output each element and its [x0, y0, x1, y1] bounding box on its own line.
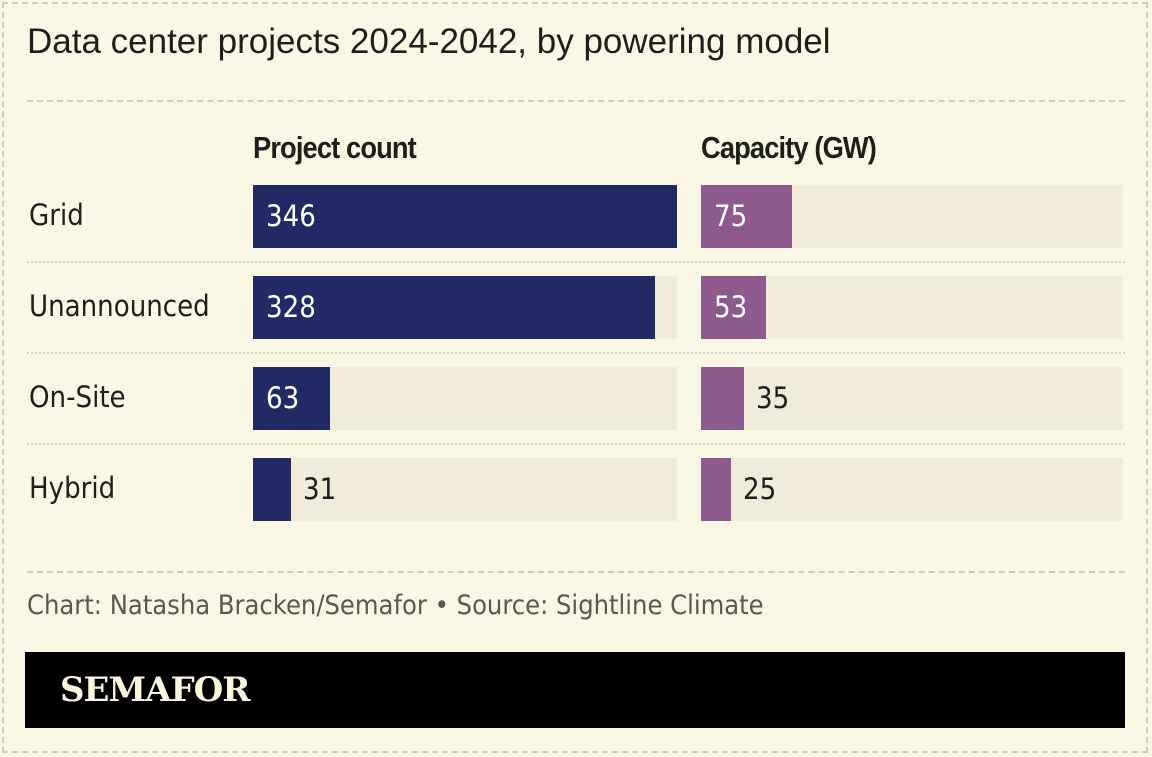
data-label: 63	[266, 381, 300, 415]
bar-track: 31	[253, 458, 677, 521]
data-label: 346	[266, 199, 316, 233]
bar-project-count	[253, 185, 677, 248]
row-separator	[27, 261, 1125, 263]
bar-track: 346	[253, 185, 677, 248]
column-header-project-count: Project count	[253, 130, 417, 165]
data-label: 25	[743, 472, 777, 506]
bar-track: 63	[253, 367, 677, 430]
semafor-logo: SEMAFOR	[60, 670, 250, 710]
bar-project-count	[253, 367, 331, 430]
data-label: 53	[714, 290, 748, 324]
bar-capacity	[701, 367, 744, 430]
category-label: On-Site	[29, 380, 126, 414]
divider	[27, 571, 1125, 573]
category-label: Grid	[29, 198, 84, 232]
divider	[27, 100, 1125, 102]
footer-bar: SEMAFOR	[25, 652, 1125, 728]
data-label: 31	[302, 472, 337, 506]
chart-title: Data center projects 2024-2042, by power…	[27, 22, 831, 61]
data-label: 75	[714, 199, 748, 233]
bar-project-count	[253, 276, 655, 339]
chart-credit: Chart: Natasha Bracken/Semafor • Source:…	[27, 590, 764, 621]
data-label: 35	[755, 381, 789, 415]
category-label: Unannounced	[29, 289, 210, 323]
row-separator	[27, 443, 1125, 445]
bar-track: 25	[701, 458, 1123, 521]
bar-capacity	[701, 276, 766, 339]
column-header-capacity: Capacity (GW)	[701, 130, 877, 165]
data-label: 328	[266, 290, 316, 324]
category-label: Hybrid	[29, 471, 116, 505]
bar-track: 328	[253, 276, 677, 339]
bar-track: 35	[701, 367, 1123, 430]
bar-track: 75	[701, 185, 1123, 248]
row-separator	[27, 352, 1125, 354]
bar-track: 53	[701, 276, 1123, 339]
bar-capacity	[701, 458, 732, 521]
bar-capacity	[701, 185, 793, 248]
bar-project-count	[253, 458, 291, 521]
